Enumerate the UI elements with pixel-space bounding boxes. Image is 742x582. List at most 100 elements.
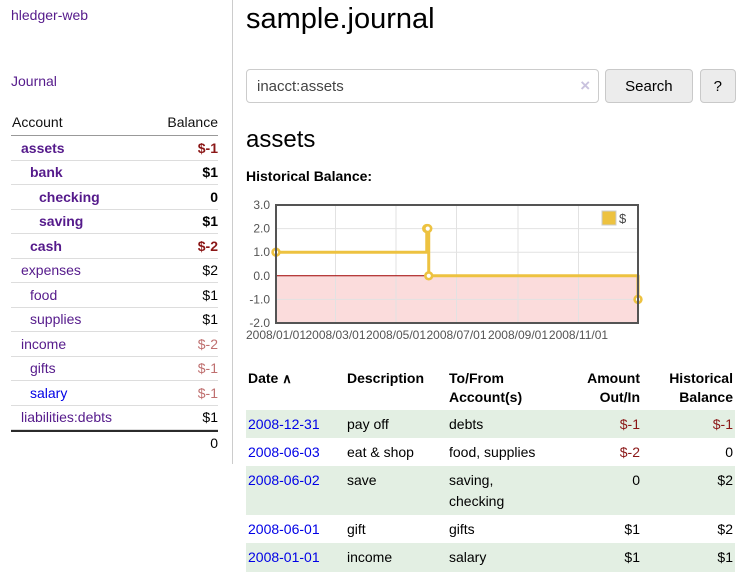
account-link-liabilities-debts[interactable]: liabilities:debts xyxy=(21,409,113,426)
sort-ascending-icon: ∧ xyxy=(282,371,292,386)
chart-y-tick-label: -2.0 xyxy=(249,316,270,330)
chart-x-tick-label: 2008/01/01 xyxy=(246,328,306,342)
chart-y-tick-label: 2.0 xyxy=(253,222,270,236)
clear-search-icon[interactable]: × xyxy=(580,76,591,95)
account-row-expenses: expenses $2 xyxy=(11,259,218,283)
account-row-income: income $-2 xyxy=(11,332,218,357)
transaction-date-link[interactable]: 2008-06-02 xyxy=(248,472,320,489)
help-button[interactable]: ? xyxy=(699,69,736,103)
account-row-food: food $1 xyxy=(11,283,218,308)
search-input[interactable] xyxy=(246,69,600,103)
accounts-total-row: 0 xyxy=(11,430,218,454)
amount-column-header: Amount Out/In xyxy=(587,370,640,405)
search-button[interactable]: Search xyxy=(605,69,693,103)
account-row-bank: bank $1 xyxy=(11,161,218,185)
account-balance: $-1 xyxy=(197,360,218,377)
account-row-saving: saving $1 xyxy=(11,210,218,234)
transaction-date-link[interactable]: 2008-12-31 xyxy=(248,415,320,432)
accounts-total-value: 0 xyxy=(210,435,218,451)
account-link-income[interactable]: income xyxy=(21,335,67,352)
transaction-row[interactable]: 2008-06-03 eat & shop food, supplies $-2… xyxy=(246,438,735,466)
account-link-saving[interactable]: saving xyxy=(39,213,84,230)
account-link-food[interactable]: food xyxy=(30,286,58,303)
account-balance: $-1 xyxy=(197,139,218,156)
transaction-accounts: gifts xyxy=(449,520,475,537)
account-link-cash[interactable]: cash xyxy=(30,237,62,254)
account-balance: $1 xyxy=(202,164,218,181)
accounts-table: Account Balance assets $-1 bank $1 check… xyxy=(11,110,218,454)
account-link-bank[interactable]: bank xyxy=(30,164,63,181)
accounts-table-header: Account Balance xyxy=(11,110,218,136)
transaction-amount: 0 xyxy=(632,472,640,489)
chart-x-tick-label: 2008/09/01 xyxy=(488,328,548,342)
transaction-description: gift xyxy=(347,520,366,537)
transaction-description: save xyxy=(347,472,377,489)
transaction-row[interactable]: 2008-06-01 gift gifts $1 $2 xyxy=(246,515,735,543)
account-link-assets[interactable]: assets xyxy=(21,139,65,156)
transaction-accounts: debts xyxy=(449,415,484,432)
account-balance: $-2 xyxy=(197,335,218,352)
account-link-supplies[interactable]: supplies xyxy=(30,311,82,328)
account-link-salary[interactable]: salary xyxy=(30,384,68,401)
transaction-row[interactable]: 2008-01-01 income salary $1 $1 xyxy=(246,543,735,572)
transaction-accounts: saving, checking xyxy=(449,472,505,509)
transaction-balance: $2 xyxy=(717,472,733,489)
account-balance: $1 xyxy=(202,213,218,230)
chart-plot-border xyxy=(275,204,639,324)
transaction-row[interactable]: 2008-12-31 pay off debts $-1 $-1 xyxy=(246,409,735,439)
account-balance: $-2 xyxy=(197,237,218,254)
transaction-balance: $-1 xyxy=(712,415,733,432)
account-heading: assets xyxy=(246,126,316,153)
date-header-label: Date xyxy=(248,370,279,386)
account-link-expenses[interactable]: expenses xyxy=(21,262,81,279)
account-row-gifts: gifts $-1 xyxy=(11,357,218,381)
transaction-description: income xyxy=(347,549,393,566)
account-balance: $2 xyxy=(202,262,218,279)
transaction-balance: 0 xyxy=(725,444,733,461)
account-link-gifts[interactable]: gifts xyxy=(30,360,56,377)
sidebar: hledger-web Journal Account Balance asse… xyxy=(0,0,233,464)
chart-y-tick-label: 1.0 xyxy=(253,245,270,259)
sidebar-item-journal[interactable]: Journal xyxy=(11,73,57,89)
account-column-header: Account xyxy=(12,113,63,130)
account-balance: $1 xyxy=(202,409,218,426)
account-row-liabilities-debts: liabilities:debts $1 xyxy=(11,406,218,430)
account-balance: $1 xyxy=(202,286,218,303)
page-title: sample.journal xyxy=(246,3,435,35)
chart-container: $3.0 2.0 1.0 0.0 -1.0 -2.0 2008/01/01 2008/03/0… xyxy=(246,198,736,342)
transaction-date-link[interactable]: 2008-06-03 xyxy=(248,444,320,461)
chart-y-tick-label: 0.0 xyxy=(253,269,270,283)
chart-y-tick-label: 3.0 xyxy=(253,198,270,212)
account-row-checking: checking 0 xyxy=(11,185,218,210)
account-link-checking[interactable]: checking xyxy=(39,188,100,205)
account-row-assets: assets $-1 xyxy=(11,136,218,161)
chart-x-tick-label: 2008/11/01 xyxy=(549,328,608,342)
search-field-wrapper: × xyxy=(246,69,600,103)
transaction-balance: $2 xyxy=(717,520,733,537)
transaction-amount: $1 xyxy=(624,549,640,566)
balance-column-header: Historical Balance xyxy=(669,370,733,405)
account-row-supplies: supplies $1 xyxy=(11,308,218,332)
brand-link[interactable]: hledger-web xyxy=(11,7,89,23)
transaction-accounts: salary xyxy=(449,549,487,566)
transaction-row[interactable]: 2008-06-02 save saving, checking 0 $2 xyxy=(246,466,735,515)
transaction-description: pay off xyxy=(347,415,389,432)
account-balance: $1 xyxy=(202,311,218,328)
chart-legend-label: $ xyxy=(619,211,627,226)
transaction-date-link[interactable]: 2008-01-01 xyxy=(248,549,320,566)
account-row-salary: salary $-1 xyxy=(11,381,218,406)
transaction-accounts: food, supplies xyxy=(449,444,536,461)
chart-data-point xyxy=(424,271,434,281)
account-balance: $-1 xyxy=(197,384,218,401)
search-form: × Search ? xyxy=(246,69,736,103)
date-column-header[interactable]: Date ∧ xyxy=(246,367,345,410)
transaction-amount: $-1 xyxy=(619,415,640,432)
transaction-date-link[interactable]: 2008-06-01 xyxy=(248,520,320,537)
chart-legend-swatch xyxy=(601,210,617,226)
chart-x-tick-label: 2008/05/01 xyxy=(366,328,426,342)
accounts-column-header: To/From Account(s) xyxy=(449,370,523,405)
chart-y-tick-label: -1.0 xyxy=(249,292,270,306)
transaction-description: eat & shop xyxy=(347,444,414,461)
